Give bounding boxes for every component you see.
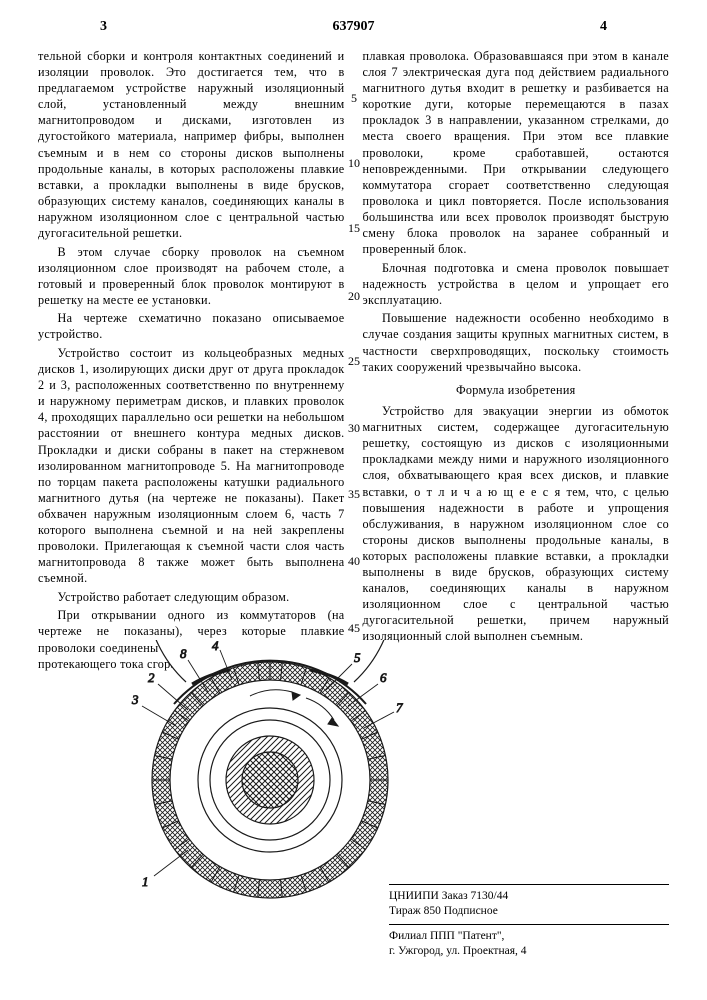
figure-cross-section: 3 2 8 4 5 6 7 1 [130, 640, 410, 920]
left-column: тельной сборки и контроля контактных сое… [38, 48, 345, 674]
claim-paragraph: Устройство для эвакуации энергии из обмо… [363, 403, 670, 644]
footer-line: г. Ужгород, ул. Проектная, 4 [389, 944, 669, 960]
paragraph: тельной сборки и контроля контактных сое… [38, 48, 345, 241]
footer-line: Филиал ППП "Патент", [389, 929, 669, 945]
paragraph: Повышение надежности особенно необходимо… [363, 310, 670, 374]
page-num-right: 4 [600, 18, 607, 36]
claims-title: Формула изобретения [363, 382, 670, 398]
figure-label: 2 [148, 670, 155, 685]
paragraph: В этом случае сборку проволок на съемном… [38, 244, 345, 308]
imprint-footer: ЦНИИПИ Заказ 7130/44 Тираж 850 Подписное… [389, 880, 669, 960]
figure-label: 6 [380, 670, 387, 685]
text-columns: тельной сборки и контроля контактных сое… [38, 48, 669, 674]
figure-label: 8 [180, 646, 187, 661]
right-column: плавкая проволока. Образовавшаяся при эт… [363, 48, 670, 674]
paragraph: На чертеже схематично показано описываем… [38, 310, 345, 342]
figure-label: 1 [142, 874, 149, 889]
figure-label: 7 [396, 700, 403, 715]
figure-label: 5 [354, 650, 361, 665]
footer-line: ЦНИИПИ Заказ 7130/44 [389, 889, 669, 905]
figure-label: 3 [131, 692, 139, 707]
paragraph: Устройство состоит из кольцеобразных мед… [38, 345, 345, 586]
footer-line: Тираж 850 Подписное [389, 904, 669, 920]
paragraph: плавкая проволока. Образовавшаяся при эт… [363, 48, 670, 257]
paragraph: Блочная подготовка и смена проволок повы… [363, 260, 670, 308]
figure-label: 4 [212, 640, 219, 653]
paragraph: Устройство работает следующим образом. [38, 589, 345, 605]
